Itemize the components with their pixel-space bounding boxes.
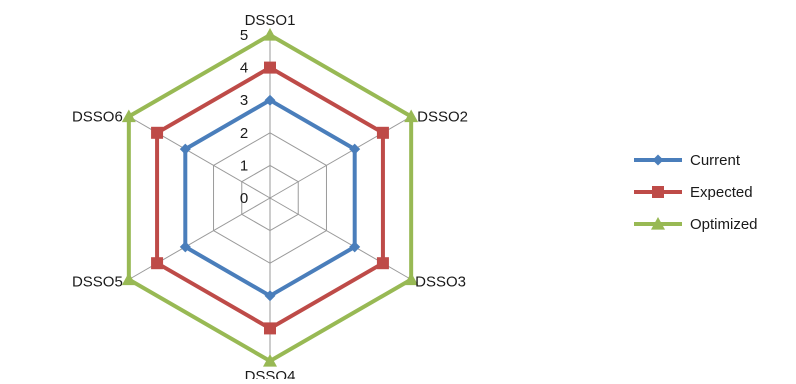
marker-optimized-dsso3 xyxy=(404,272,419,286)
tick-label-2: 2 xyxy=(240,125,248,142)
series-expected xyxy=(151,61,389,335)
legend-marker-current xyxy=(652,154,664,166)
category-label-dsso3: DSSO3 xyxy=(415,274,466,291)
series-optimized xyxy=(121,28,419,367)
marker-current-dsso3 xyxy=(349,241,361,253)
marker-optimized-dsso6 xyxy=(121,109,136,123)
category-label-dsso6: DSSO6 xyxy=(72,109,123,126)
marker-optimized-dsso4 xyxy=(263,354,277,367)
legend-label-current: Current xyxy=(690,152,741,169)
spoke-dsso2 xyxy=(269,116,412,199)
marker-expected-dsso6 xyxy=(151,126,164,139)
spoke-dsso3 xyxy=(269,197,412,280)
marker-current-dsso4 xyxy=(264,290,276,302)
marker-current-dsso5 xyxy=(179,241,191,253)
marker-optimized-dsso1 xyxy=(263,28,277,41)
tick-label-1: 1 xyxy=(240,157,248,174)
marker-expected-dsso5 xyxy=(151,257,164,270)
marker-expected-dsso4 xyxy=(264,322,276,335)
tick-label-5: 5 xyxy=(240,27,248,44)
marker-optimized-dsso2 xyxy=(404,109,419,123)
marker-current-dsso1 xyxy=(264,94,276,106)
category-label-dsso4: DSSO4 xyxy=(245,368,296,379)
marker-current-dsso2 xyxy=(349,143,361,155)
marker-expected-dsso3 xyxy=(376,257,389,270)
legend-marker-expected xyxy=(652,186,664,198)
legend-marker-optimized xyxy=(651,217,665,230)
legend-label-optimized: Optimized xyxy=(690,216,758,233)
radar-series xyxy=(121,28,419,367)
legend-entry-current: Current xyxy=(634,152,741,169)
marker-optimized-dsso5 xyxy=(121,272,136,286)
legend: Current Expected Optimized xyxy=(634,152,758,233)
legend-entry-optimized: Optimized xyxy=(634,216,758,233)
category-label-dsso5: DSSO5 xyxy=(72,274,123,291)
legend-entry-expected: Expected xyxy=(634,184,753,201)
marker-current-dsso6 xyxy=(179,143,191,155)
marker-expected-dsso2 xyxy=(376,126,389,139)
marker-expected-dsso1 xyxy=(264,61,276,74)
spoke-dsso5 xyxy=(128,197,271,280)
tick-label-0: 0 xyxy=(240,190,248,207)
category-label-dsso1: DSSO1 xyxy=(245,12,296,29)
tick-label-4: 4 xyxy=(240,60,248,77)
legend-label-expected: Expected xyxy=(690,184,753,201)
category-label-dsso2: DSSO2 xyxy=(417,109,468,126)
spoke-dsso6 xyxy=(128,116,271,199)
tick-label-3: 3 xyxy=(240,92,248,109)
radar-grid xyxy=(128,34,412,362)
series-current xyxy=(179,94,361,302)
